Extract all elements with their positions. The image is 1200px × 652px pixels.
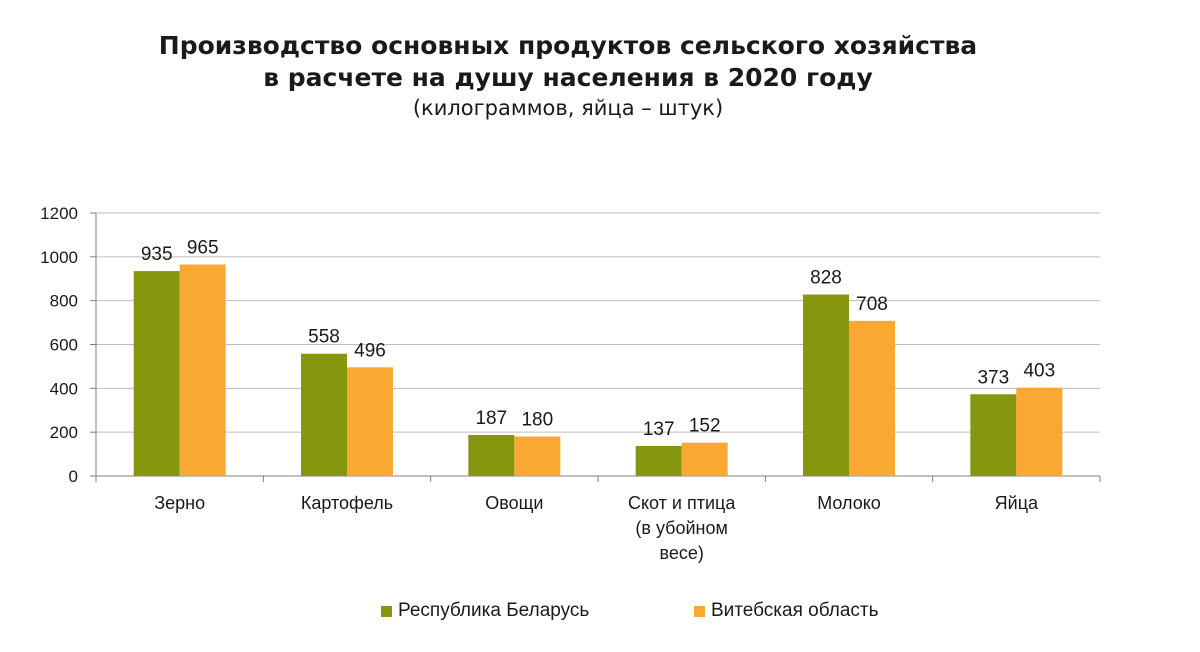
- legend-swatch-vitebsk: [694, 605, 705, 617]
- y-tick-label: 0: [69, 467, 78, 486]
- chart-title-line2: в расчете на душу населения в 2020 году: [263, 63, 873, 92]
- data-label: 152: [689, 416, 721, 437]
- bar-vitebsk: [849, 320, 895, 476]
- chart-subtitle: (килограммов, яйца – штук): [412, 96, 724, 120]
- bar-belarus: [301, 353, 347, 476]
- x-category-label: весе): [659, 543, 703, 563]
- bar-belarus: [468, 435, 515, 476]
- x-category-label: Зерно: [154, 493, 205, 513]
- y-tick-label: 800: [50, 292, 78, 311]
- bar-vitebsk: [681, 442, 728, 476]
- bar-belarus: [635, 445, 682, 476]
- legend-item-belarus: Республика Беларусь: [381, 600, 589, 622]
- legend: Республика Беларусь Витебская область: [0, 600, 1200, 628]
- y-tick-label: 600: [50, 336, 78, 355]
- bar-vitebsk: [514, 436, 561, 476]
- chart-title-line1: Производство основных продуктов сельског…: [158, 31, 978, 60]
- data-label: 828: [810, 268, 842, 289]
- x-category-label: Картофель: [301, 493, 393, 513]
- data-label: 137: [643, 419, 675, 440]
- bar-belarus: [970, 394, 1017, 476]
- data-label: 373: [977, 367, 1009, 388]
- data-label: 180: [521, 410, 553, 431]
- y-tick-label: 1000: [40, 248, 78, 267]
- bar-vitebsk: [347, 367, 393, 476]
- bar-belarus: [133, 271, 180, 476]
- legend-item-vitebsk: Витебская область: [694, 600, 879, 622]
- data-label: 935: [141, 244, 173, 265]
- x-category-label: (в убойном: [635, 518, 727, 538]
- x-category-label: Яйца: [995, 493, 1039, 513]
- y-tick-label: 400: [50, 379, 78, 398]
- legend-swatch-belarus: [381, 605, 392, 617]
- y-tick-label: 1200: [40, 204, 78, 223]
- bar-belarus: [803, 294, 849, 476]
- y-tick-label: 200: [50, 423, 78, 442]
- legend-label-belarus: Республика Беларусь: [398, 600, 590, 621]
- data-label: 496: [354, 340, 386, 361]
- data-label: 708: [856, 294, 888, 315]
- legend-label-vitebsk: Витебская область: [711, 600, 879, 621]
- data-label: 403: [1023, 361, 1055, 382]
- bar-vitebsk: [1016, 387, 1063, 476]
- x-category-label: Молоко: [817, 493, 881, 513]
- bar-vitebsk: [179, 264, 226, 476]
- data-label: 187: [475, 408, 507, 429]
- x-category-label: Скот и птица: [628, 493, 736, 513]
- data-label: 558: [308, 327, 340, 348]
- x-category-label: Овощи: [485, 493, 543, 513]
- data-label: 965: [187, 238, 219, 259]
